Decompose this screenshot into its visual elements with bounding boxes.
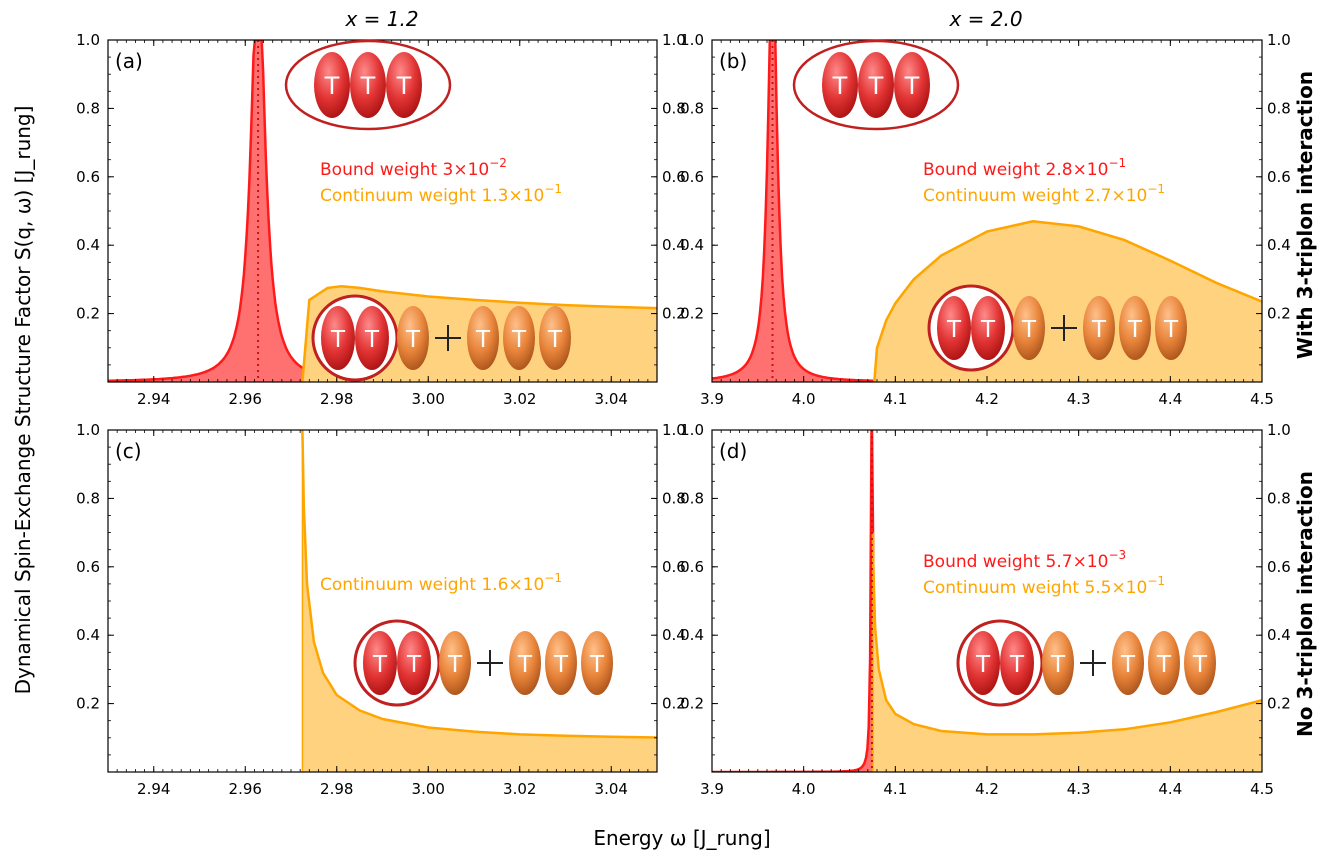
x-tick-label: 3.00 (412, 780, 445, 798)
y-tick-label-right: 1.0 (662, 421, 686, 439)
row-title-bottom: No 3-triplon interaction (1293, 471, 1317, 737)
continuum-area-b (874, 221, 1262, 382)
bound-three-triplon-icon (284, 39, 452, 131)
two-triplon-bound-plus-triplon-icon (353, 619, 615, 707)
x-tick-label: 3.02 (503, 390, 536, 408)
bound-three-triplon-icon (792, 39, 960, 131)
y-tick-label: 1.0 (76, 31, 100, 49)
y-tick-label-right: 0.6 (662, 558, 686, 576)
x-tick-label: 4.1 (883, 780, 907, 798)
x-tick-label: 3.9 (700, 780, 724, 798)
x-tick-label: 4.4 (1158, 390, 1182, 408)
y-tick-label-right: 0.2 (1267, 695, 1291, 713)
y-tick-label: 0.4 (680, 626, 704, 644)
panel-c: 2.94 2.96 2.98 3.00 3.02 3.04 0.2 0.2 0.4 0.4 0.6 0… (76, 421, 686, 798)
y-tick-label: 0.8 (680, 489, 704, 507)
y-tick-label-right: 0.4 (1267, 626, 1291, 644)
x-tick-label: 4.0 (792, 390, 816, 408)
y-tick-label-right: 0.4 (662, 626, 686, 644)
continuum-line-a (301, 284, 657, 382)
panel-label: (b) (719, 49, 747, 73)
continuum-weight-annotation: Continuum weight 1.6×10−1 (320, 571, 562, 595)
bound-weight-annotation: Bound weight 5.7×10−3 (923, 548, 1126, 572)
continuum-area-c (302, 430, 657, 772)
y-tick-label-right: 0.8 (1267, 99, 1291, 117)
continuum-weight-annotation: Continuum weight 2.7×10−1 (923, 182, 1165, 206)
y-tick-label: 0.6 (76, 558, 100, 576)
y-tick-label-right: 0.6 (662, 168, 686, 186)
x-tick-label: 4.2 (975, 780, 999, 798)
two-triplon-bound-plus-triplon-icon (956, 619, 1218, 707)
bound-area-b (712, 40, 1262, 382)
column-title-left: x = 1.2 (344, 7, 418, 31)
y-tick-label-right: 0.4 (662, 236, 686, 254)
bound-weight-annotation: Bound weight 2.8×10−1 (923, 156, 1126, 180)
panel-d: 3.9 4.0 4.1 4.2 4.3 4.4 4.5 0.2 0.2 0.4 0.4 0.6 0.6 0… (680, 421, 1291, 798)
x-tick-label: 2.94 (137, 390, 170, 408)
x-tick-label: 4.5 (1250, 390, 1274, 408)
continuum-weight-annotation: Continuum weight 5.5×10−1 (923, 574, 1165, 598)
y-tick-label: 0.6 (76, 168, 100, 186)
continuum-line-b (873, 220, 1262, 382)
x-tick-label: 2.96 (229, 390, 262, 408)
y-tick-label: 1.0 (76, 421, 100, 439)
continuum-line-d (871, 532, 1262, 736)
row-title-top: With 3-triplon interaction (1293, 71, 1317, 359)
y-tick-label: 0.4 (76, 236, 100, 254)
x-tick-label: 3.04 (595, 390, 628, 408)
y-tick-label: 1.0 (680, 421, 704, 439)
y-tick-label-right: 0.8 (662, 489, 686, 507)
x-tick-label: 3.02 (503, 780, 536, 798)
y-axis-label: Dynamical Spin-Exchange Structure Factor… (11, 106, 35, 695)
x-tick-label: 4.2 (975, 390, 999, 408)
y-tick-label: 0.2 (680, 305, 704, 323)
continuum-area-d (872, 532, 1262, 772)
y-tick-label: 0.8 (76, 99, 100, 117)
y-tick-label: 0.6 (680, 558, 704, 576)
y-tick-label: 0.2 (680, 695, 704, 713)
x-tick-label: 4.3 (1067, 390, 1091, 408)
bound-area-a (108, 40, 657, 382)
x-axis-label: Energy ω [J_rung] (593, 826, 770, 850)
x-tick-label: 4.5 (1250, 780, 1274, 798)
panel-label: (c) (115, 439, 142, 463)
y-tick-label: 0.6 (680, 168, 704, 186)
y-tick-label-right: 0.6 (1267, 168, 1291, 186)
x-tick-label: 4.1 (883, 390, 907, 408)
y-tick-label: 0.4 (680, 236, 704, 254)
x-tick-label: 3.04 (595, 780, 628, 798)
y-tick-label: 0.2 (76, 695, 100, 713)
y-tick-label: 1.0 (680, 31, 704, 49)
y-tick-label-right: 0.2 (662, 305, 686, 323)
y-tick-label-right: 1.0 (1267, 31, 1291, 49)
x-tick-label: 2.98 (320, 390, 353, 408)
x-tick-label: 4.4 (1158, 780, 1182, 798)
y-tick-label: 0.8 (76, 489, 100, 507)
panel-label: (d) (719, 439, 747, 463)
x-tick-label: 4.3 (1067, 780, 1091, 798)
bound-weight-annotation: Bound weight 3×10−2 (320, 156, 507, 180)
y-tick-label-right: 1.0 (1267, 421, 1291, 439)
continuum-weight-annotation: Continuum weight 1.3×10−1 (320, 182, 562, 206)
y-tick-label-right: 1.0 (662, 31, 686, 49)
x-tick-label: 2.94 (137, 780, 170, 798)
y-tick-label-right: 0.4 (1267, 236, 1291, 254)
x-tick-label: 4.0 (792, 780, 816, 798)
y-tick-label-right: 0.2 (1267, 305, 1291, 323)
y-tick-label: 0.8 (680, 99, 704, 117)
y-tick-label: 0.4 (76, 626, 100, 644)
y-tick-label-right: 0.2 (662, 695, 686, 713)
y-tick-label: 0.2 (76, 305, 100, 323)
column-title-right: x = 2.0 (948, 7, 1022, 31)
y-tick-label-right: 0.8 (662, 99, 686, 117)
x-tick-label: 2.98 (320, 780, 353, 798)
x-tick-label: 3.00 (412, 390, 445, 408)
y-tick-label-right: 0.6 (1267, 558, 1291, 576)
x-tick-label: 2.96 (229, 780, 262, 798)
x-tick-label: 3.9 (700, 390, 724, 408)
panel-label: (a) (115, 49, 143, 73)
y-tick-label-right: 0.8 (1267, 489, 1291, 507)
continuum-line-c (301, 430, 657, 739)
